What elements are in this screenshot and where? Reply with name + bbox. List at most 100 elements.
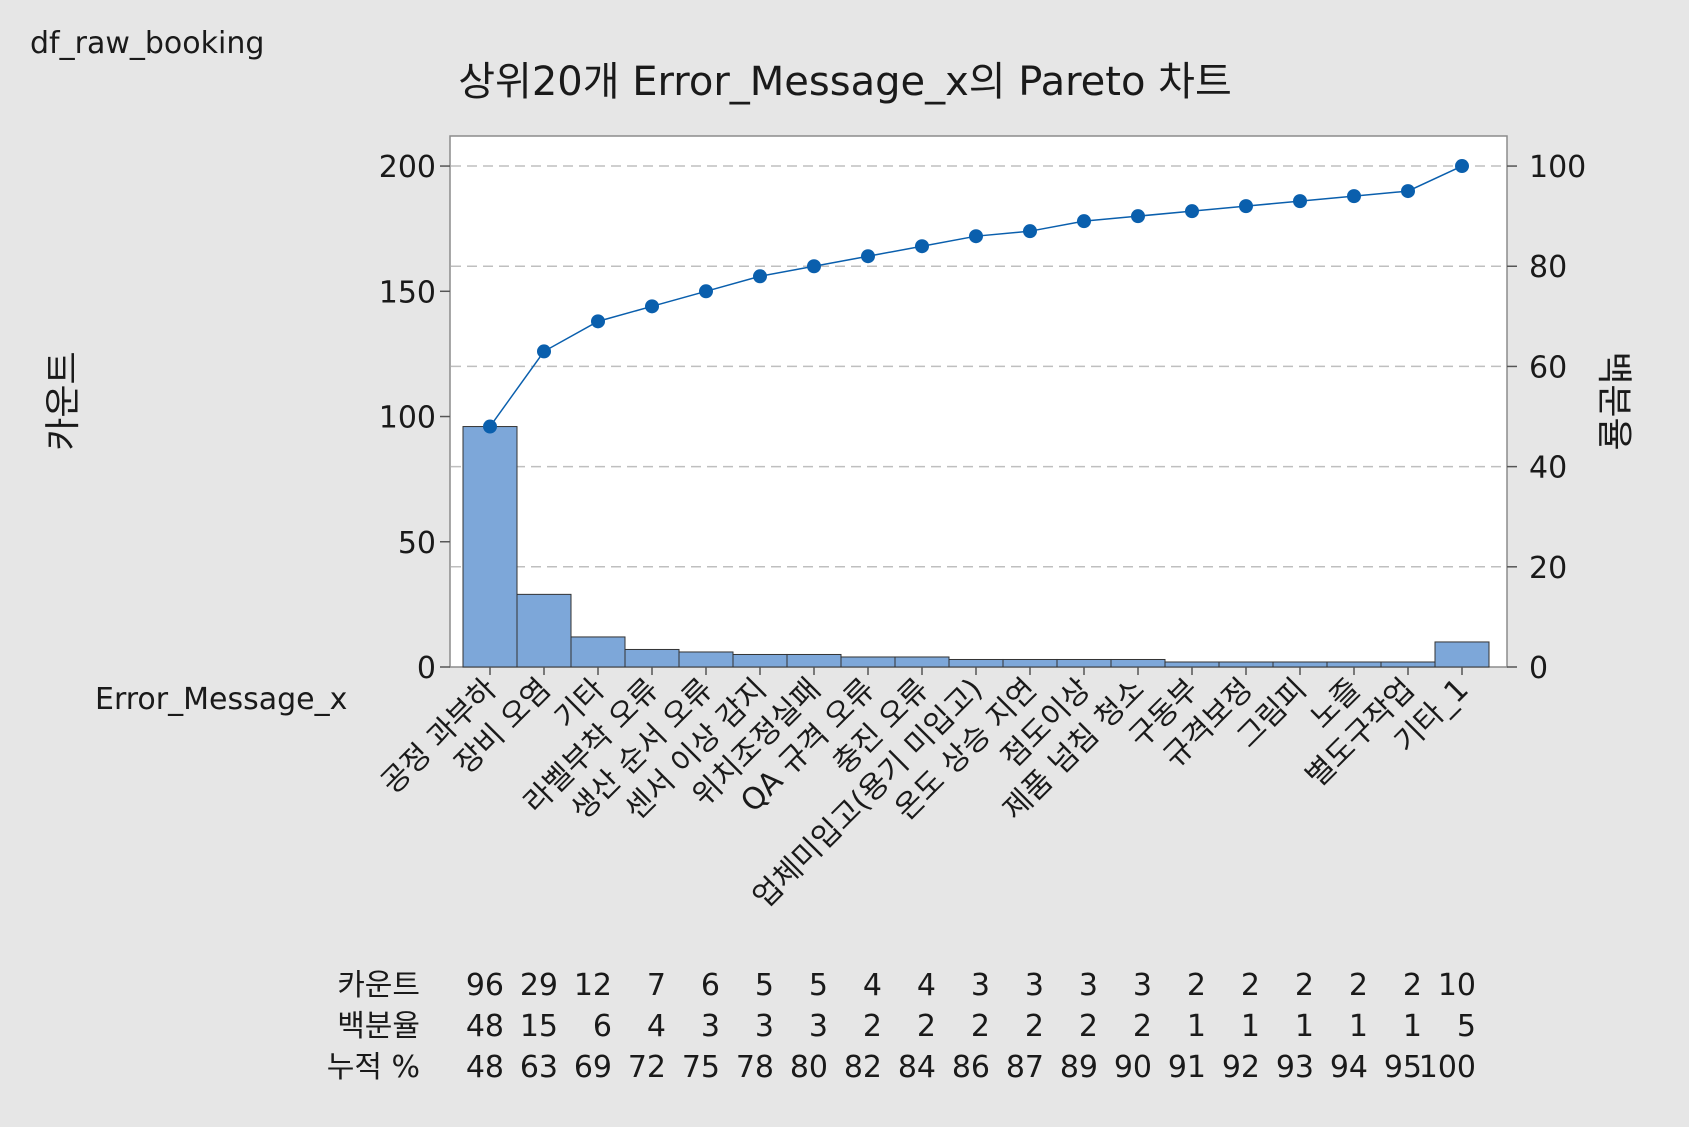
bar-4 xyxy=(624,648,680,668)
table-cell: 5 xyxy=(809,968,828,1003)
plot-area xyxy=(449,135,1508,668)
table-cell: 89 xyxy=(1060,1050,1098,1085)
bar-7 xyxy=(786,653,842,668)
cumulative-point-14 xyxy=(1185,204,1199,219)
table-cell: 12 xyxy=(574,968,612,1003)
y2-tick-label: 100 xyxy=(1529,150,1586,185)
table-cell: 2 xyxy=(1187,968,1206,1003)
bar-13 xyxy=(1110,658,1166,668)
y2-tick-label: 0 xyxy=(1529,651,1548,686)
y-tick-label: 0 xyxy=(417,651,436,686)
table-cell: 10 xyxy=(1438,968,1476,1003)
table-cell: 3 xyxy=(1025,968,1044,1003)
bar-15 xyxy=(1218,661,1274,668)
table-cell: 63 xyxy=(520,1050,558,1085)
y2-tick-label: 20 xyxy=(1529,551,1567,586)
table-cell: 1 xyxy=(1349,1009,1368,1044)
table-cell: 2 xyxy=(1025,1009,1044,1044)
table-cell: 1 xyxy=(1187,1009,1206,1044)
bar-8 xyxy=(840,656,896,668)
cumulative-point-11 xyxy=(1023,224,1037,239)
table-cell: 3 xyxy=(1079,968,1098,1003)
table-row-label: 누적 % xyxy=(327,1050,420,1085)
bar-5 xyxy=(678,651,734,668)
table-cell: 3 xyxy=(971,968,990,1003)
table-cell: 84 xyxy=(898,1050,936,1085)
cumulative-point-12 xyxy=(1077,214,1091,229)
table-cell: 80 xyxy=(790,1050,828,1085)
table-cell: 6 xyxy=(593,1009,612,1044)
table-cell: 86 xyxy=(952,1050,990,1085)
table-cell: 94 xyxy=(1330,1050,1368,1085)
table-row-label: 카운트 xyxy=(337,968,420,1003)
table-cell: 96 xyxy=(466,968,504,1003)
y-tick-label: 150 xyxy=(379,275,436,310)
y-tick-label: 50 xyxy=(398,526,436,561)
table-cell: 7 xyxy=(647,968,666,1003)
table-cell: 48 xyxy=(466,1050,504,1085)
cumulative-point-2 xyxy=(537,344,551,359)
bar-18 xyxy=(1380,661,1436,668)
chart-title: 상위20개 Error_Message_x의 Pareto 차트 xyxy=(458,59,1232,105)
bars xyxy=(462,426,1490,668)
cumulative-point-3 xyxy=(591,314,605,329)
table-cell: 82 xyxy=(844,1050,882,1085)
bar-14 xyxy=(1164,661,1220,668)
table-cell: 3 xyxy=(755,1009,774,1044)
table-cell: 90 xyxy=(1114,1050,1152,1085)
table-cell: 95 xyxy=(1384,1050,1422,1085)
bar-10 xyxy=(948,658,1004,668)
bar-2 xyxy=(516,593,572,668)
table-cell: 87 xyxy=(1006,1050,1044,1085)
cumulative-point-13 xyxy=(1131,209,1145,224)
table-cell: 2 xyxy=(1241,968,1260,1003)
cumulative-point-17 xyxy=(1347,189,1361,204)
bar-3 xyxy=(570,636,626,668)
table-cell: 2 xyxy=(1403,968,1422,1003)
table-cell: 1 xyxy=(1295,1009,1314,1044)
axes: 0 50 100 150 200 0 20 40 60 80 100 xyxy=(379,150,1587,686)
table-cell: 4 xyxy=(647,1009,666,1044)
table-cell: 5 xyxy=(1457,1009,1476,1044)
cumulative-point-19 xyxy=(1455,159,1469,174)
cumulative-point-4 xyxy=(645,299,659,314)
cumulative-point-18 xyxy=(1401,184,1415,199)
bar-11 xyxy=(1002,658,1058,668)
cumulative-point-7 xyxy=(807,259,821,274)
bar-9 xyxy=(894,656,950,668)
table-cell: 2 xyxy=(971,1009,990,1044)
cumulative-point-10 xyxy=(969,229,983,244)
cumulative-point-16 xyxy=(1293,194,1307,209)
cumulative-point-5 xyxy=(699,284,713,299)
worksheet-label: df_raw_booking xyxy=(30,26,264,61)
bar-6 xyxy=(732,653,788,668)
table-cell: 1 xyxy=(1403,1009,1422,1044)
table-cell: 6 xyxy=(701,968,720,1003)
table-cell: 48 xyxy=(466,1009,504,1044)
bar-12 xyxy=(1056,658,1112,668)
table-cell: 3 xyxy=(701,1009,720,1044)
y2-axis-label: 백분율 xyxy=(1593,351,1634,450)
cumulative-point-6 xyxy=(753,269,767,284)
bar-19 xyxy=(1434,641,1490,668)
table-cell: 15 xyxy=(520,1009,558,1044)
table-cell: 78 xyxy=(736,1050,774,1085)
table-cell: 2 xyxy=(1349,968,1368,1003)
table-cell: 2 xyxy=(1133,1009,1152,1044)
table-cell: 4 xyxy=(917,968,936,1003)
table-cell: 3 xyxy=(1133,968,1152,1003)
cumulative-point-15 xyxy=(1239,199,1253,214)
table-cell: 69 xyxy=(574,1050,612,1085)
y2-tick-label: 60 xyxy=(1529,350,1567,385)
table-cell: 2 xyxy=(1079,1009,1098,1044)
table-cell: 91 xyxy=(1168,1050,1206,1085)
cumulative-point-8 xyxy=(861,249,875,264)
table-cell: 93 xyxy=(1276,1050,1314,1085)
y2-tick-label: 80 xyxy=(1529,250,1567,285)
table-cell: 2 xyxy=(917,1009,936,1044)
table-cell: 72 xyxy=(628,1050,666,1085)
